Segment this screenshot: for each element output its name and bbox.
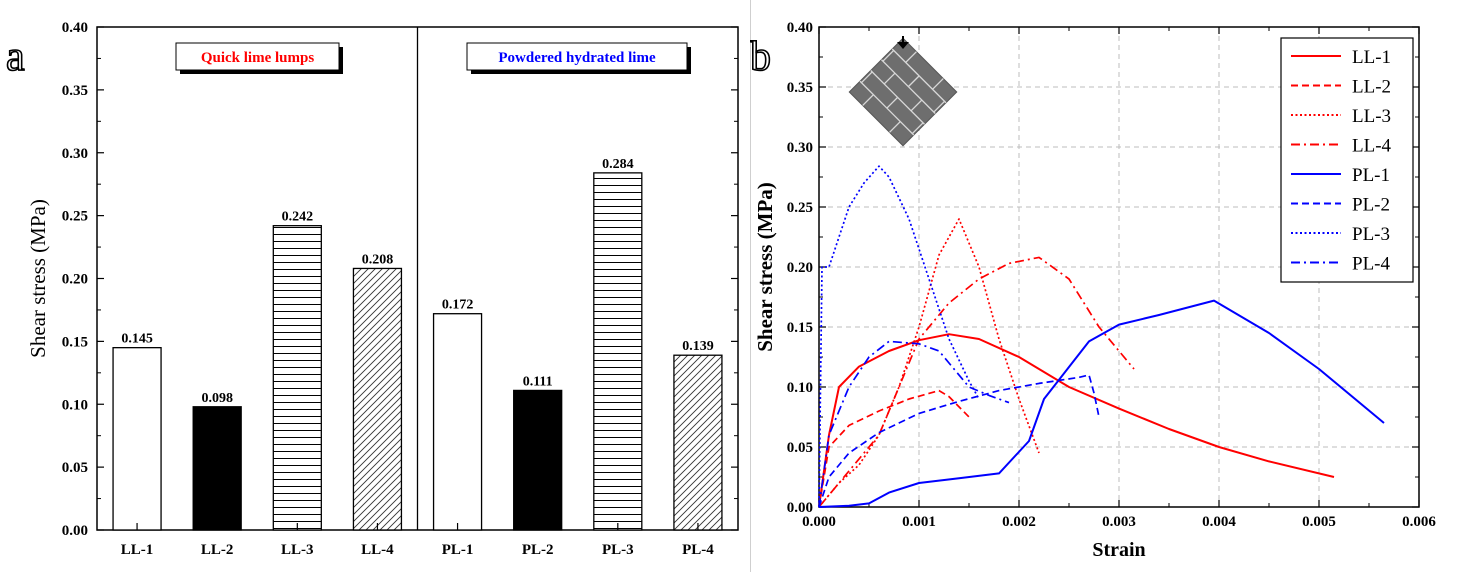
x-tick-label: 0.005	[1302, 514, 1336, 530]
panel-label-a: a	[6, 34, 25, 80]
series-line-pl-3	[818, 165, 980, 508]
panel-label-b: b	[750, 34, 771, 80]
legend-label: LL-1	[1352, 47, 1391, 68]
series-line-pl-1	[818, 299, 1385, 508]
bar-value-label: 0.284	[602, 157, 634, 172]
x-tick-label: 0.000	[802, 514, 836, 530]
group-label: Quick lime lumps	[201, 50, 315, 66]
mortar-joint	[907, 75, 920, 88]
bar-pl-1	[432, 313, 483, 531]
x-tick-label: PL-3	[602, 542, 634, 558]
bar-value-label: 0.172	[442, 298, 474, 313]
y-tick-label: 0.15	[787, 320, 813, 336]
y-tick-label: 0.15	[62, 334, 88, 350]
y-tick-label: 0.25	[787, 200, 813, 216]
bar-pl-3	[593, 172, 643, 531]
y-tick-label: 0.20	[62, 272, 88, 288]
mortar-joint	[886, 96, 899, 109]
series-line-ll-3	[818, 218, 1040, 508]
chart-b: b 0.00 0.05 0.10 0.15 0.20 0.25 0.30 0.35 0.40 0.0…	[750, 20, 1436, 561]
legend-label: PL-3	[1352, 224, 1390, 245]
legend-label: PL-2	[1352, 195, 1390, 216]
x-tick-label: PL-1	[442, 542, 474, 558]
y-tick-label: 0.20	[787, 260, 813, 276]
mortar-joint	[862, 94, 874, 106]
y-tick-label: 0.30	[787, 140, 813, 156]
x-tick-label: LL-1	[121, 542, 154, 558]
mortar-joint	[889, 121, 901, 133]
panel-divider	[750, 0, 751, 572]
mortar-joint	[911, 122, 924, 135]
legend-label: LL-2	[1352, 77, 1391, 98]
legend-label: LL-4	[1352, 136, 1392, 157]
y-tick-label: 0.05	[787, 440, 813, 456]
bar-ll-2	[192, 406, 242, 531]
group-label-box	[466, 42, 688, 71]
series-line-ll-4	[818, 256, 1135, 508]
bar-value-label: 0.139	[682, 339, 714, 354]
load-arrow-icon	[897, 42, 909, 49]
legend-label: PL-1	[1352, 165, 1390, 186]
y-axis-label-a: Shear stress (MPa)	[26, 199, 50, 358]
x-tick-label: PL-2	[522, 542, 554, 558]
series-line-ll-2	[818, 389, 970, 508]
bar-value-label: 0.208	[362, 252, 394, 267]
x-tick-label: 0.002	[1002, 514, 1036, 530]
x-tick-label: LL-2	[201, 542, 234, 558]
bar-ll-4	[352, 267, 403, 531]
x-tick-label: LL-3	[281, 542, 314, 558]
bar-value-label: 0.145	[121, 332, 153, 347]
legend-label: LL-3	[1352, 106, 1391, 127]
legend-label: PL-4	[1352, 254, 1391, 275]
x-axis-label-b: Strain	[1092, 539, 1145, 561]
y-tick-label: 0.00	[787, 500, 813, 516]
mortar-joint	[860, 71, 873, 84]
y-tick-label: 0.10	[62, 397, 88, 413]
y-axis-label-b: Shear stress (MPa)	[753, 182, 777, 352]
x-tick-label: 0.001	[902, 514, 936, 530]
x-tick-label: PL-4	[682, 542, 714, 558]
group-label-box	[175, 42, 340, 71]
mortar-joint	[933, 100, 946, 113]
legend-box	[1280, 37, 1414, 283]
masonry-specimen-icon	[848, 37, 958, 147]
bar-ll-3	[272, 225, 322, 531]
y-tick-label: 0.05	[62, 460, 88, 476]
mortar-joint	[910, 99, 923, 112]
group-label: Powdered hydrated lime	[498, 50, 656, 66]
mortar-joint	[905, 51, 917, 63]
series-line-ll-1	[818, 333, 1335, 508]
masonry-block	[848, 37, 958, 147]
y-tick-label: 0.10	[787, 380, 813, 396]
bar-ll-1	[112, 347, 162, 531]
y-tick-label: 0.40	[62, 20, 88, 36]
y-tick-label: 0.35	[62, 83, 88, 99]
x-tick-label: 0.004	[1202, 514, 1236, 530]
y-tick-label: 0.25	[62, 209, 88, 225]
mortar-joint	[883, 72, 896, 85]
x-tick-label: 0.006	[1402, 514, 1436, 530]
x-tick-label: 0.003	[1102, 514, 1136, 530]
series-line-pl-4	[818, 340, 1010, 508]
y-tick-label: 0.00	[62, 523, 88, 539]
series-line-pl-2	[818, 374, 1100, 508]
x-tick-label: LL-4	[361, 542, 394, 558]
bar-value-label: 0.242	[282, 210, 314, 225]
bar-pl-2	[513, 389, 563, 531]
y-tick-label: 0.40	[787, 20, 813, 36]
bar-value-label: 0.098	[201, 391, 233, 406]
chart-a: a 0.00 0.05 0.10 0.15 0.20 0.25 0.30 0.35 0.40 She…	[5, 20, 739, 558]
y-tick-label: 0.30	[62, 146, 88, 162]
bar-value-label: 0.111	[523, 374, 553, 389]
bar-pl-4	[673, 354, 723, 531]
mortar-joint	[932, 78, 944, 90]
mortar-joint	[882, 49, 895, 62]
y-tick-label: 0.35	[787, 80, 813, 96]
